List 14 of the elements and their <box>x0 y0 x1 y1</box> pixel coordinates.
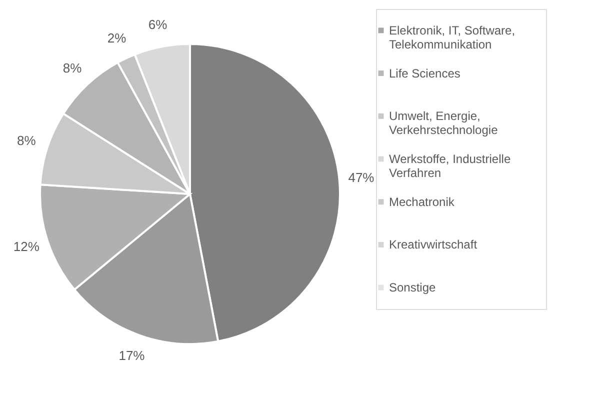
data-label: 47% <box>348 170 375 185</box>
data-label: 2% <box>107 30 127 46</box>
legend-label: Sonstige <box>389 280 436 295</box>
data-label: 6% <box>148 17 168 32</box>
legend-label: Werkstoffe, Industrielle Verfahren <box>389 152 511 180</box>
data-label: 12% <box>13 239 40 254</box>
data-label: 8% <box>62 60 82 76</box>
legend-label: Elektronik, IT, Software, Telekommunikation <box>389 23 516 52</box>
data-label: 8% <box>17 132 36 148</box>
legend-label: Life Sciences <box>389 66 460 80</box>
legend-label: Kreativwirtschaft <box>389 238 478 252</box>
legend-label: Mechatronik <box>389 194 456 209</box>
legend-label: Umwelt, Energie, Verkehrstechnologie <box>389 109 498 138</box>
data-label: 17% <box>118 348 146 363</box>
